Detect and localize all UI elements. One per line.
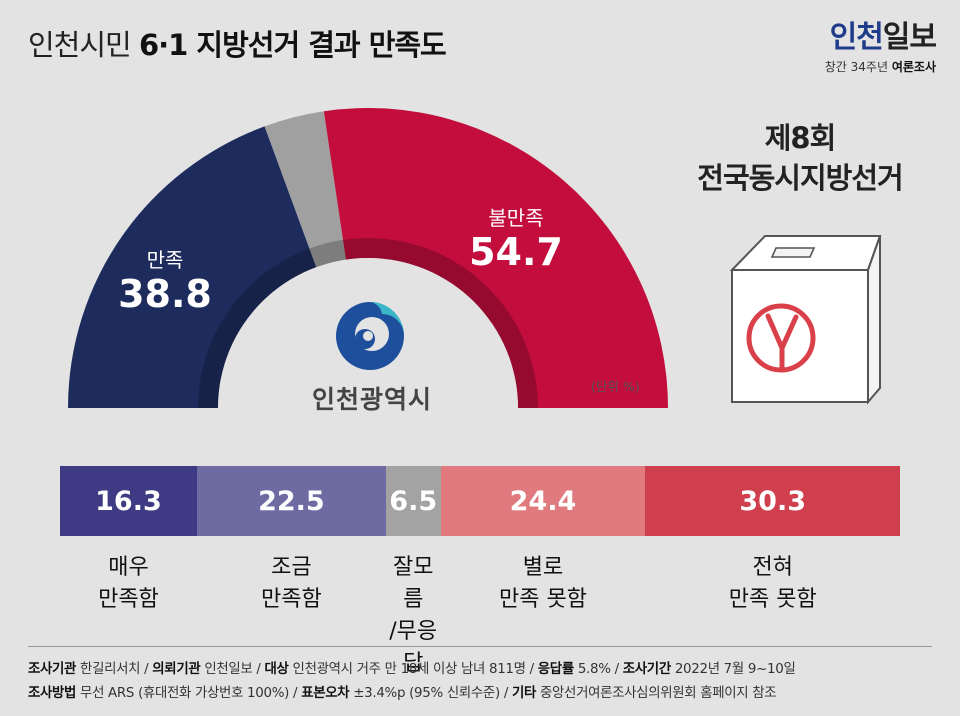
footer-value: 한길리서치 [80, 662, 140, 677]
dissatisfied-label-value: 54.7 [456, 231, 576, 273]
incheon-seal-icon [336, 302, 404, 370]
footer-line-1: 조사기관 한길리서치 / 의뢰기관 인천일보 / 대상 인천광역시 거주 만 1… [28, 657, 795, 677]
satisfied-label-value: 38.8 [110, 273, 220, 315]
footer-label: 조사기관 [28, 662, 76, 677]
footer-value: 5.8% [578, 662, 611, 677]
dissatisfied-label-text: 불만족 [456, 202, 576, 231]
footer-value: 인천일보 [204, 662, 252, 677]
footer-label: 표본오차 [301, 686, 349, 701]
brand-name: 인천일보 [825, 22, 936, 54]
footer-label: 기타 [512, 686, 536, 701]
bar-segment-0: 16.3 [60, 466, 197, 536]
bar-segment-4: 30.3 [645, 466, 900, 536]
bar-category-label-3: 별로 만족 못함 [441, 552, 646, 616]
footer-label: 조사기간 [623, 662, 671, 677]
unit-label: (단위 %) [591, 376, 640, 395]
footer-label: 조사방법 [28, 686, 76, 701]
incheon-seal-name: 인천광역시 [296, 380, 448, 416]
brand-subtitle: 창간 34주년 여론조사 [825, 58, 936, 75]
bar-category-label-1: 조금 만족함 [197, 552, 386, 616]
brand-logo: 인천일보 창간 34주년 여론조사 [825, 22, 936, 75]
footer-label: 대상 [265, 662, 289, 677]
satisfied-label-text: 만족 [110, 244, 220, 273]
bar-category-label-0: 매우 만족함 [60, 552, 197, 616]
footer-divider [28, 646, 932, 647]
brand-name-part2: 일보 [883, 20, 936, 55]
brand-name-part1: 인천 [830, 20, 883, 55]
election-title-line2: 전국동시지방선거 [682, 158, 918, 198]
footer-value: 인천광역시 거주 만 18세 이상 남녀 811명 [293, 662, 526, 677]
ballot-box-illustration [720, 222, 890, 407]
bar-segment-3: 24.4 [441, 466, 646, 536]
footer-value: ±3.4%p (95% 신뢰수준) [353, 686, 500, 701]
satisfied-label: 만족 38.8 [110, 244, 220, 315]
bar-segment-1: 22.5 [197, 466, 386, 536]
footer-line-2: 조사방법 무선 ARS (휴대전화 가상번호 100%) / 표본오차 ±3.4… [28, 681, 776, 701]
footer-value: 무선 ARS (휴대전화 가상번호 100%) [80, 686, 289, 701]
brand-sub-plain: 창간 34주년 [825, 60, 888, 74]
footer-label: 응답률 [538, 662, 574, 677]
dissatisfied-label: 불만족 54.7 [456, 202, 576, 273]
half-donut-chart [0, 0, 700, 420]
footer-value: 중앙선거여론조사심의위원회 홈페이지 참조 [540, 686, 776, 701]
election-title-line1: 제8회 [682, 118, 918, 158]
election-title: 제8회 전국동시지방선거 [682, 118, 918, 198]
stacked-bar: 16.3 22.5 6.5 24.4 30.3 [60, 466, 900, 536]
bar-segment-2: 6.5 [386, 466, 441, 536]
bar-category-label-4: 전혀 만족 못함 [645, 552, 900, 616]
footer-value: 2022년 7월 9~10일 [675, 662, 796, 677]
brand-sub-bold: 여론조사 [892, 60, 936, 74]
footer-label: 의뢰기관 [152, 662, 200, 677]
